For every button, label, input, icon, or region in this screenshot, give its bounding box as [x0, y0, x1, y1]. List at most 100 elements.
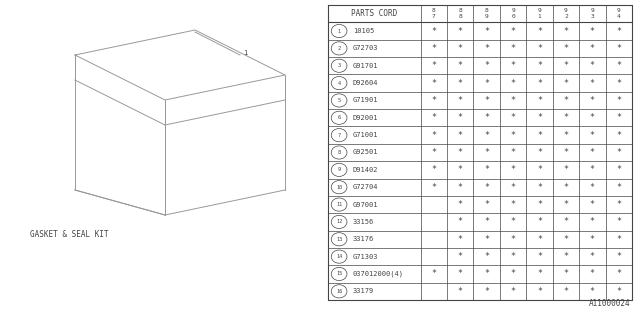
- Text: 33156: 33156: [353, 219, 374, 225]
- Text: *: *: [563, 27, 568, 36]
- Text: *: *: [590, 183, 595, 192]
- Text: *: *: [590, 113, 595, 122]
- Text: *: *: [537, 200, 542, 209]
- Text: *: *: [563, 131, 568, 140]
- Text: 1: 1: [337, 28, 340, 34]
- Text: *: *: [431, 148, 436, 157]
- Text: *: *: [537, 61, 542, 70]
- Text: *: *: [563, 79, 568, 88]
- Text: 10: 10: [336, 185, 342, 190]
- Text: G72703: G72703: [353, 45, 378, 52]
- Text: 037012000(4): 037012000(4): [353, 271, 404, 277]
- Text: G71303: G71303: [353, 254, 378, 260]
- Text: *: *: [484, 183, 489, 192]
- Text: *: *: [458, 79, 463, 88]
- Text: *: *: [484, 96, 489, 105]
- Text: *: *: [484, 27, 489, 36]
- Text: 9
4: 9 4: [617, 8, 621, 19]
- Text: *: *: [590, 252, 595, 261]
- Text: *: *: [616, 165, 621, 174]
- Text: *: *: [563, 200, 568, 209]
- Text: *: *: [511, 44, 516, 53]
- Text: *: *: [563, 61, 568, 70]
- Text: *: *: [616, 269, 621, 278]
- Text: *: *: [431, 44, 436, 53]
- Text: *: *: [458, 148, 463, 157]
- Text: 5: 5: [337, 98, 340, 103]
- Text: *: *: [431, 131, 436, 140]
- Text: *: *: [616, 287, 621, 296]
- Text: 8: 8: [337, 150, 340, 155]
- Text: *: *: [431, 113, 436, 122]
- Text: *: *: [458, 235, 463, 244]
- Text: 14: 14: [336, 254, 342, 259]
- Text: *: *: [484, 113, 489, 122]
- Text: *: *: [537, 269, 542, 278]
- Text: *: *: [511, 148, 516, 157]
- Text: *: *: [484, 217, 489, 227]
- Text: *: *: [616, 252, 621, 261]
- Text: *: *: [590, 287, 595, 296]
- Text: *: *: [563, 252, 568, 261]
- Text: *: *: [590, 235, 595, 244]
- Text: *: *: [431, 61, 436, 70]
- Text: *: *: [458, 131, 463, 140]
- Text: *: *: [590, 165, 595, 174]
- Text: *: *: [563, 96, 568, 105]
- Text: *: *: [563, 217, 568, 227]
- Text: *: *: [431, 183, 436, 192]
- Text: *: *: [590, 217, 595, 227]
- Text: *: *: [616, 235, 621, 244]
- Text: *: *: [616, 131, 621, 140]
- Text: *: *: [484, 235, 489, 244]
- Text: 8
8: 8 8: [458, 8, 462, 19]
- Text: G72704: G72704: [353, 184, 378, 190]
- Text: *: *: [590, 269, 595, 278]
- Text: *: *: [484, 148, 489, 157]
- Text: 8
7: 8 7: [432, 8, 436, 19]
- Text: *: *: [590, 200, 595, 209]
- Text: *: *: [511, 217, 516, 227]
- Text: *: *: [590, 44, 595, 53]
- Text: *: *: [563, 235, 568, 244]
- Text: 9
0: 9 0: [511, 8, 515, 19]
- Text: D92604: D92604: [353, 80, 378, 86]
- Text: *: *: [590, 96, 595, 105]
- Text: *: *: [537, 44, 542, 53]
- Text: *: *: [484, 44, 489, 53]
- Text: G71001: G71001: [353, 132, 378, 138]
- Text: 9: 9: [337, 167, 340, 172]
- Text: *: *: [616, 79, 621, 88]
- Text: *: *: [511, 165, 516, 174]
- Text: *: *: [511, 96, 516, 105]
- Text: 12: 12: [336, 220, 342, 224]
- Text: *: *: [563, 269, 568, 278]
- Text: *: *: [511, 252, 516, 261]
- Text: *: *: [537, 183, 542, 192]
- Text: *: *: [616, 27, 621, 36]
- Text: 4: 4: [337, 81, 340, 85]
- Text: *: *: [537, 252, 542, 261]
- Text: 6: 6: [337, 115, 340, 120]
- Text: *: *: [431, 165, 436, 174]
- Text: *: *: [590, 79, 595, 88]
- Text: *: *: [458, 44, 463, 53]
- Text: *: *: [616, 61, 621, 70]
- Text: *: *: [511, 113, 516, 122]
- Text: *: *: [616, 96, 621, 105]
- Text: 2: 2: [337, 46, 340, 51]
- Text: *: *: [458, 269, 463, 278]
- Text: *: *: [537, 131, 542, 140]
- Text: D91402: D91402: [353, 167, 378, 173]
- Text: 33179: 33179: [353, 288, 374, 294]
- Text: 8
9: 8 9: [484, 8, 488, 19]
- Text: *: *: [537, 148, 542, 157]
- Text: *: *: [458, 96, 463, 105]
- Text: *: *: [431, 269, 436, 278]
- Text: *: *: [511, 200, 516, 209]
- Text: *: *: [511, 183, 516, 192]
- Text: 9
3: 9 3: [591, 8, 594, 19]
- Text: G97001: G97001: [353, 202, 378, 208]
- Text: *: *: [537, 113, 542, 122]
- Text: *: *: [616, 183, 621, 192]
